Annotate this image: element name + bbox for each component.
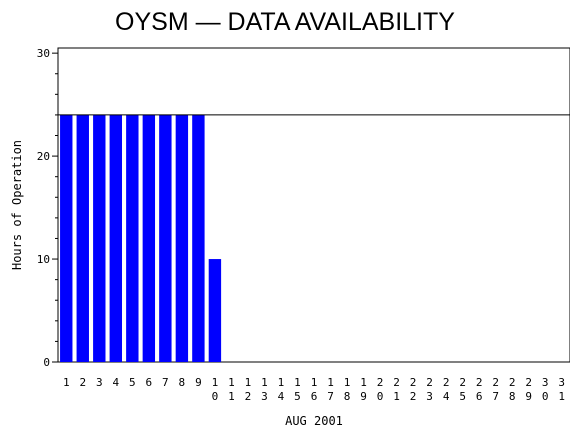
y-axis: 0 10 20 30: [37, 47, 58, 369]
bar-day-9: [192, 114, 205, 362]
x-axis-label: AUG 2001: [285, 414, 343, 428]
x-tick-label: 7: [162, 376, 169, 389]
bar-day-8: [175, 114, 189, 362]
x-axis: 1 2 3 4 5 6 7 8 9 1 01 11 21 31 41 51 61 71 81 92 02 12 22 32 42…: [63, 376, 565, 403]
bar-day-5: [126, 114, 139, 362]
y-tick-label: 0: [43, 356, 50, 369]
plot-frame: [57, 47, 570, 363]
y-tick-label: 20: [37, 150, 50, 163]
bar-day-10: [208, 259, 222, 362]
bar-day-2: [76, 114, 89, 362]
bar-day-3: [93, 114, 106, 362]
y-tick-label: 30: [37, 47, 50, 60]
bar-day-1: [60, 114, 73, 362]
x-tick-label: 2: [79, 376, 86, 389]
x-tick-label: 8: [179, 376, 186, 389]
x-tick-label: 1: [63, 376, 70, 389]
x-tick-label: 5: [129, 376, 136, 389]
bar-day-7: [159, 114, 172, 362]
chart-title: OYSM — DATA AVAILABILITY: [115, 8, 455, 36]
x-tick-label: 3: [96, 376, 103, 389]
bar-day-4: [109, 114, 123, 362]
x-tick-label: 4: [112, 376, 119, 389]
bar-day-6: [142, 114, 156, 362]
bar-group: [60, 114, 222, 362]
x-tick-label: 9: [195, 376, 202, 389]
x-tick-label: 6: [146, 376, 153, 389]
y-axis-label: Hours of Operation: [10, 140, 24, 270]
y-tick-label: 10: [37, 253, 50, 266]
